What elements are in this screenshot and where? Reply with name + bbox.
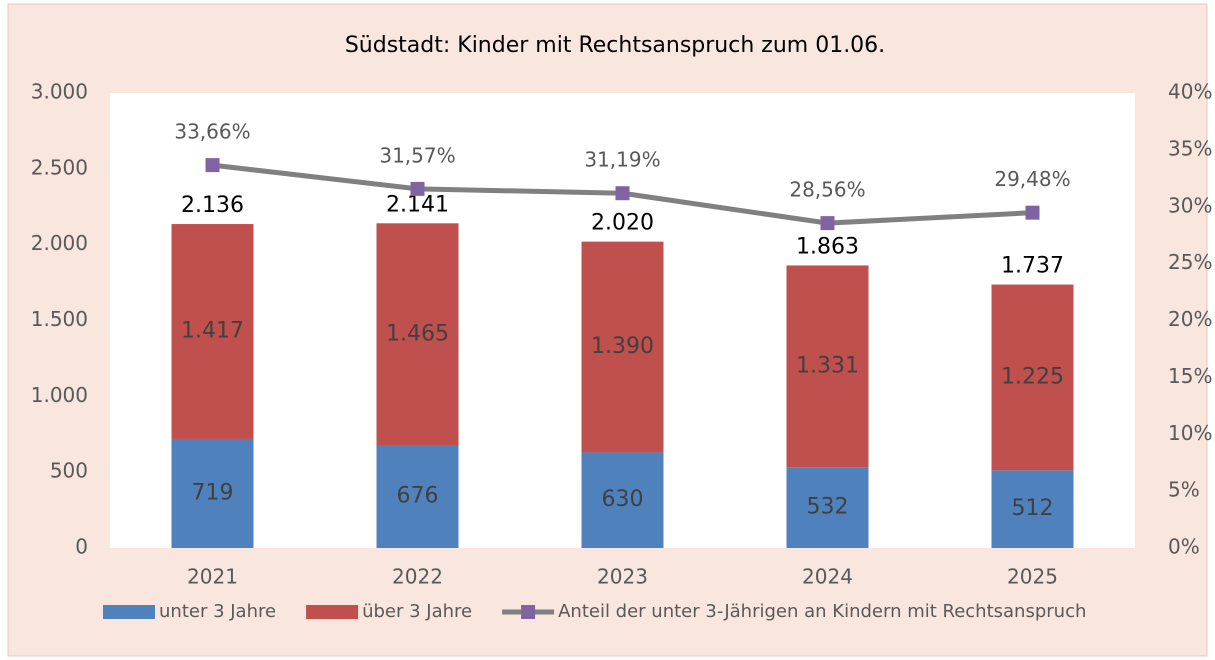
bar-segment [991, 284, 1074, 471]
bar-segment [171, 224, 254, 439]
bar-value-label: 1.465 [386, 321, 449, 346]
x-tick-label: 2021 [187, 565, 238, 589]
legend-label: Anteil der unter 3-Jährigen an Kindern m… [558, 601, 1086, 622]
y-tick-label: 0 [75, 535, 88, 559]
y-tick-label: 1.500 [31, 307, 88, 331]
y-tick-label: 2.000 [31, 231, 88, 255]
bar-value-label: 532 [807, 495, 849, 520]
y-tick-label: 1.000 [31, 383, 88, 407]
line-marker [205, 158, 220, 173]
y2-tick-label: 0% [1168, 535, 1200, 559]
bar-segment [581, 241, 664, 453]
line-value-label: 33,66% [174, 120, 250, 144]
total-label: 2.141 [386, 192, 449, 217]
legend-swatch [103, 605, 155, 619]
bar-value-label: 630 [602, 487, 644, 512]
line-marker [820, 216, 835, 231]
y2-tick-label: 15% [1168, 364, 1212, 388]
x-tick-label: 2025 [1007, 565, 1058, 589]
total-label: 1.863 [796, 234, 859, 259]
bar-value-label: 719 [192, 480, 234, 505]
y2-tick-label: 30% [1168, 193, 1212, 217]
line-value-label: 29,48% [994, 167, 1070, 191]
bar-segment [171, 438, 254, 548]
chart-title: Südstadt: Kinder mit Rechtsanspruch zum … [345, 33, 885, 58]
bar-segment [786, 265, 869, 468]
line-marker [410, 181, 425, 196]
bar-segment [991, 470, 1074, 548]
y2-tick-label: 20% [1168, 307, 1212, 331]
bar-value-label: 1.390 [591, 334, 654, 359]
x-tick-label: 2022 [392, 565, 443, 589]
bar-value-label: 1.225 [1001, 364, 1064, 389]
bar-segment [581, 452, 664, 548]
bar-segment [786, 467, 869, 548]
y-tick-label: 500 [50, 459, 88, 483]
y2-tick-label: 25% [1168, 250, 1212, 274]
total-label: 2.136 [181, 193, 244, 218]
line-value-label: 28,56% [789, 178, 865, 202]
bar-value-label: 512 [1012, 496, 1054, 521]
y-tick-label: 2.500 [31, 155, 88, 179]
bar-value-label: 676 [397, 484, 439, 509]
line-value-label: 31,57% [379, 143, 455, 167]
legend-label: unter 3 Jahre [159, 601, 276, 622]
y-tick-label: 3.000 [31, 80, 88, 104]
x-tick-label: 2024 [802, 565, 853, 589]
line-marker [615, 186, 630, 201]
bar-segment [376, 445, 459, 548]
y2-tick-label: 35% [1168, 136, 1212, 160]
bar-segment [376, 223, 459, 446]
line-marker [1025, 205, 1040, 220]
line-value-label: 31,19% [584, 148, 660, 172]
bar-value-label: 1.331 [796, 353, 859, 378]
x-tick-label: 2023 [597, 565, 648, 589]
bar-value-label: 1.417 [181, 318, 244, 343]
legend-swatch [306, 605, 359, 619]
total-label: 1.737 [1001, 254, 1064, 279]
legend-swatch-marker [521, 605, 536, 619]
y2-tick-label: 5% [1168, 478, 1200, 502]
y2-tick-label: 10% [1168, 421, 1212, 445]
legend-label: über 3 Jahre [362, 601, 472, 622]
total-label: 2.020 [591, 211, 654, 236]
y2-tick-label: 40% [1168, 80, 1212, 104]
